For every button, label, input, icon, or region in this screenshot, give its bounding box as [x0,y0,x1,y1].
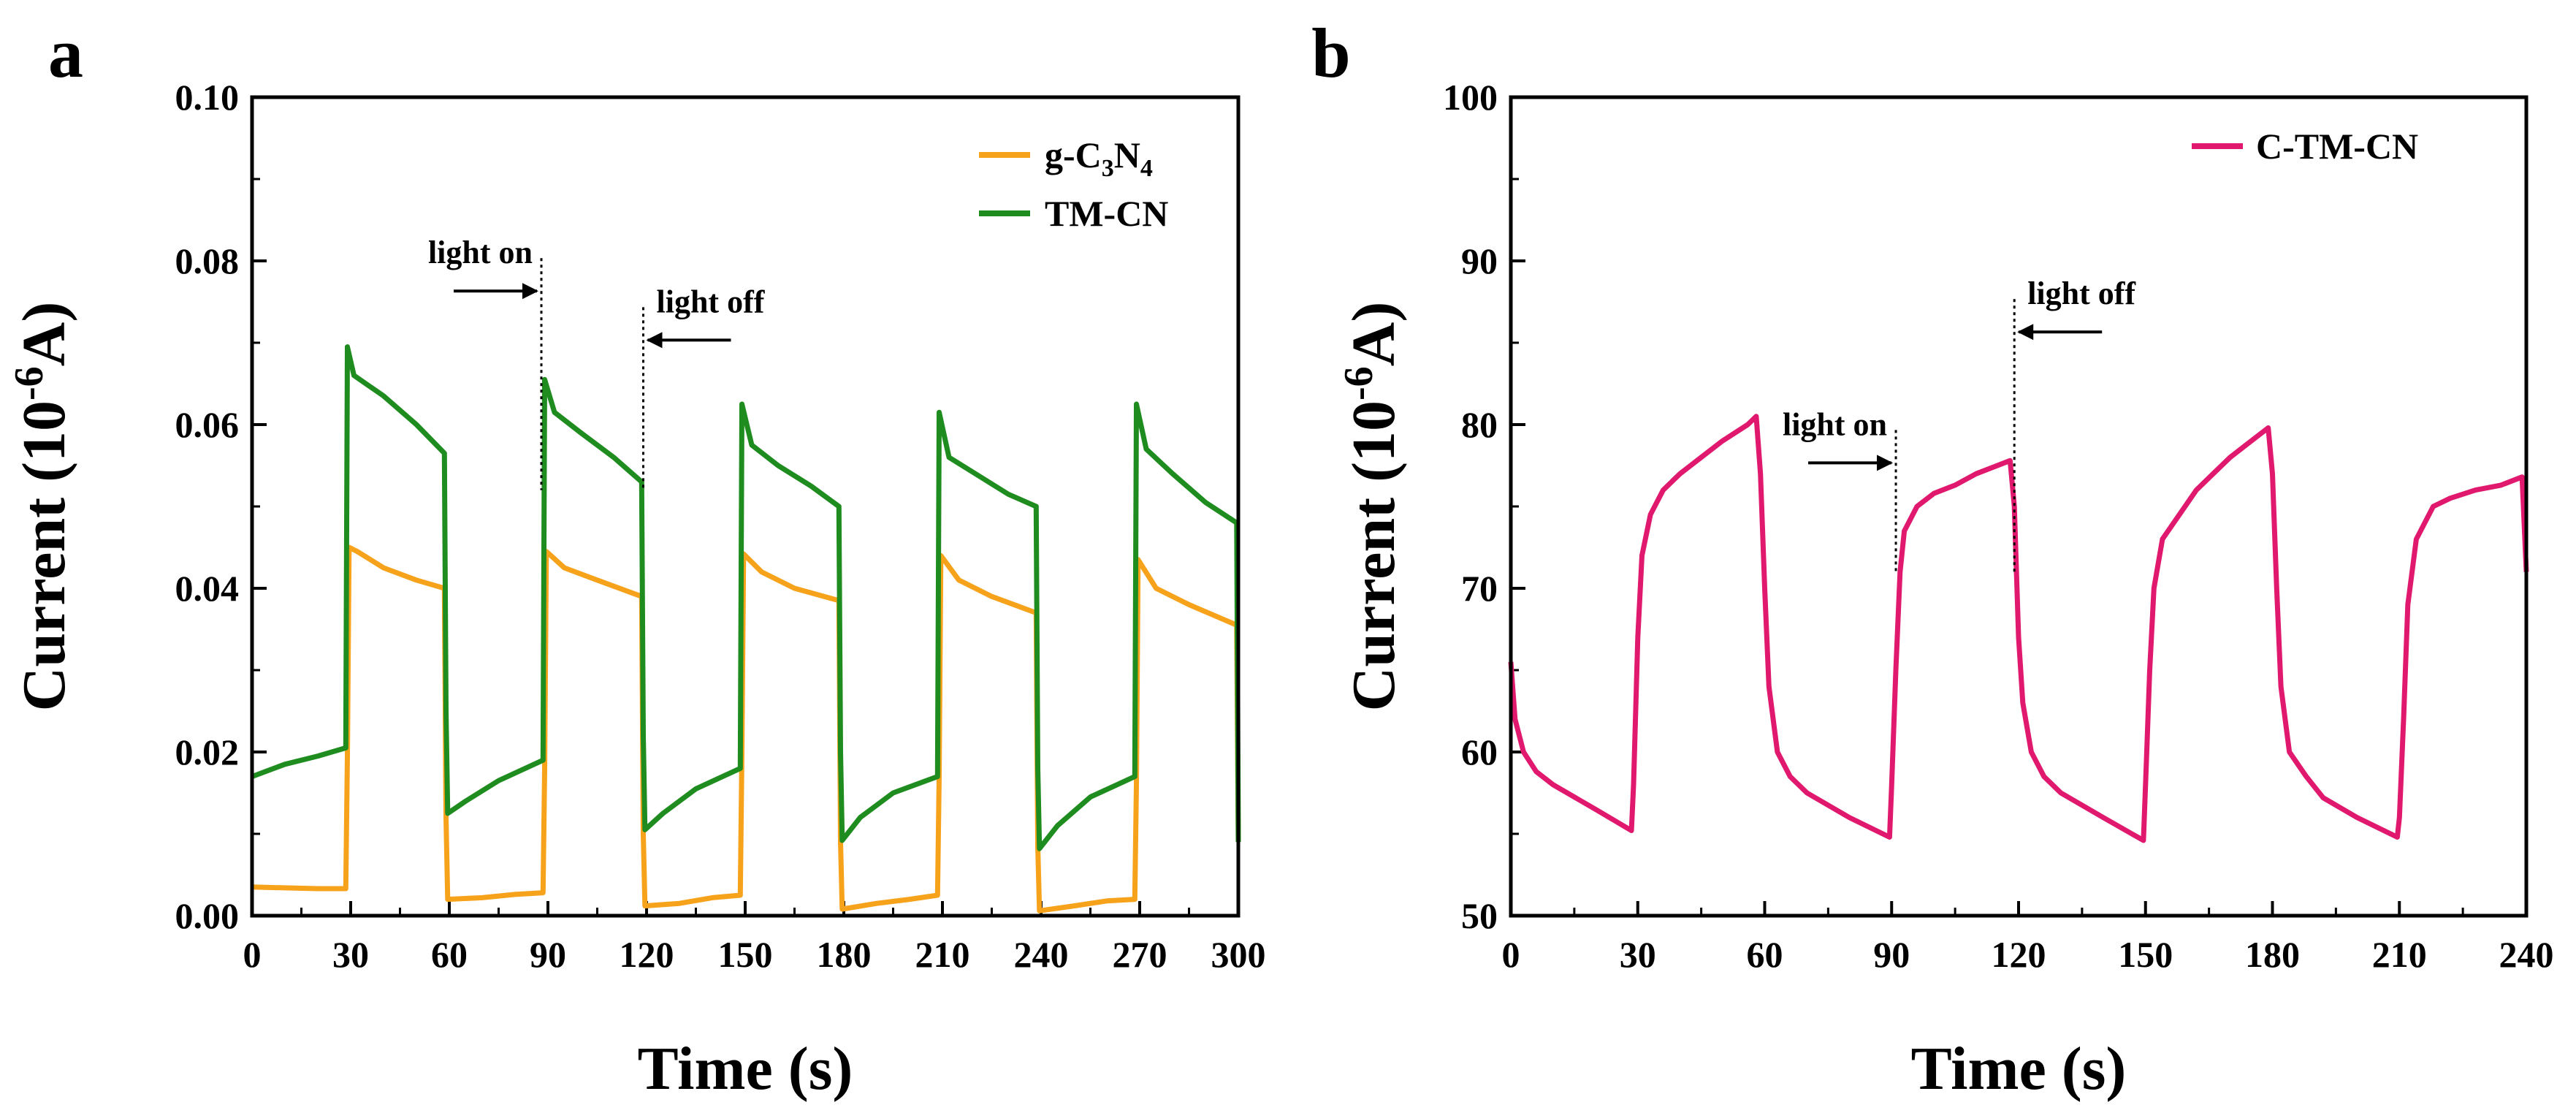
x-tick-label: 120 [1992,934,2046,975]
panel-a: a 0 30 60 90 120 150 180 210 240 270 300 0.00 0.02 0.0… [7,14,1266,1103]
annotation-arrowhead [1877,455,1894,471]
x-tick-label: 60 [431,934,468,975]
annotation-label: light off [657,284,766,319]
series-line-g-C3N4 [251,544,1241,913]
annotation-arrowhead [522,283,538,300]
x-tick-label: 150 [718,934,773,975]
annotation-arrowhead [2017,324,2034,341]
legend-label: C-TM-CN [2256,126,2418,167]
series-line-C-TM-CN [1508,414,2529,843]
x-tick-label: 270 [1113,934,1167,975]
y-tick-label: 90 [1461,240,1498,281]
x-tick-label: 0 [243,934,262,975]
y-tick-label: 0.04 [175,568,240,609]
x-tick-label: 30 [1620,934,1656,975]
y-axis-title-part: A) [1340,302,1408,367]
annotation-label: light on [428,235,533,270]
legend-label-subscript: 4 [1140,155,1153,182]
x-tick-label: 210 [2372,934,2427,975]
series-line-TM-CN [251,344,1241,851]
y-tick-label: 100 [1443,77,1498,118]
annotation-arrowhead [646,332,663,349]
panel-label: b [1311,14,1350,92]
x-tick-label: 180 [2245,934,2300,975]
y-tick-label: 70 [1461,568,1498,609]
annotation-label: light off [2027,276,2136,311]
y-axis-title: Current (10-6A) [7,302,78,712]
annotation-label: light on [1783,406,1887,442]
y-tick-label: 0.10 [175,77,240,118]
y-axis-title-superscript: -6 [1336,366,1382,400]
legend-label-subscript: 3 [1102,155,1114,182]
panel-label: a [48,14,83,92]
y-axis-title: Current (10-6A) [1336,302,1408,712]
x-tick-label: 210 [915,934,970,975]
x-tick-label: 150 [2118,934,2173,975]
y-tick-label: 0.08 [175,240,240,281]
x-tick-label: 60 [1747,934,1783,975]
x-tick-label: 240 [2499,934,2554,975]
legend-label: g-C3N4 [1045,134,1153,182]
legend-label: TM-CN [1045,193,1168,234]
x-tick-label: 120 [620,934,674,975]
x-tick-label: 90 [530,934,566,975]
legend-label-part: N [1114,134,1140,175]
y-axis-title-part: A) [10,302,78,367]
legend-label-part: g-C [1045,134,1102,175]
y-tick-label: 0.00 [175,895,240,936]
panel-b: b 0 30 60 90 120 150 180 210 240 50 60 70 80 90 100 ligh… [1311,14,2553,1103]
legend-label-part: C-TM-CN [2256,126,2418,167]
y-axis-title-part: Current (10 [10,400,78,711]
y-tick-label: 80 [1461,404,1498,445]
y-tick-label: 50 [1461,895,1498,936]
plot-frame [1509,95,2529,918]
x-tick-label: 0 [1502,934,1520,975]
x-tick-label: 180 [817,934,872,975]
x-axis-title: Time (s) [638,1035,853,1103]
x-axis-title: Time (s) [1911,1035,2127,1103]
y-tick-label: 0.06 [175,404,240,445]
x-tick-label: 30 [332,934,369,975]
y-tick-label: 0.02 [175,732,240,772]
y-axis-title-part: Current (10 [1340,400,1408,711]
x-tick-label: 240 [1014,934,1069,975]
y-tick-label: 60 [1461,732,1498,772]
y-axis-title-superscript: -6 [7,366,52,400]
x-tick-label: 90 [1873,934,1910,975]
x-tick-label: 300 [1211,934,1266,975]
legend-label-part: TM-CN [1045,193,1168,234]
plot-frame [250,95,1241,918]
